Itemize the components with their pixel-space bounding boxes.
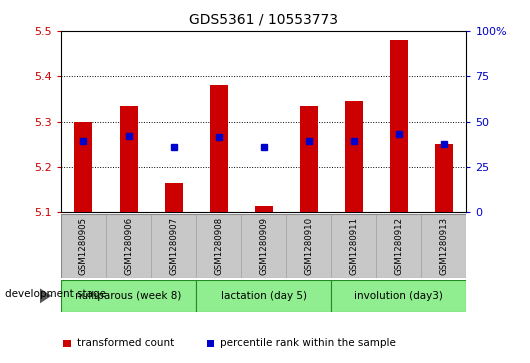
Polygon shape xyxy=(40,288,51,303)
Bar xyxy=(61,214,106,278)
Bar xyxy=(300,106,318,212)
Bar xyxy=(254,205,272,212)
Text: GSM1280910: GSM1280910 xyxy=(304,217,313,275)
Text: involution (day3): involution (day3) xyxy=(355,291,443,301)
Text: lactation (day 5): lactation (day 5) xyxy=(220,291,307,301)
Bar xyxy=(241,214,286,278)
Bar xyxy=(164,183,182,212)
Bar xyxy=(196,280,331,312)
Text: GSM1280912: GSM1280912 xyxy=(394,217,403,275)
Text: GSM1280905: GSM1280905 xyxy=(79,217,88,275)
Text: development stage: development stage xyxy=(5,289,107,299)
Text: percentile rank within the sample: percentile rank within the sample xyxy=(220,338,396,348)
Bar xyxy=(207,339,214,347)
Bar xyxy=(344,101,363,212)
Bar xyxy=(331,214,376,278)
Bar xyxy=(151,214,196,278)
Text: GSM1280911: GSM1280911 xyxy=(349,217,358,275)
Bar xyxy=(286,214,331,278)
Bar xyxy=(196,214,241,278)
Bar xyxy=(421,214,466,278)
Bar xyxy=(64,339,71,347)
Bar xyxy=(61,280,196,312)
Text: GSM1280908: GSM1280908 xyxy=(214,217,223,275)
Text: GSM1280913: GSM1280913 xyxy=(439,217,448,275)
Text: GSM1280907: GSM1280907 xyxy=(169,217,178,275)
Bar xyxy=(106,214,151,278)
Text: GSM1280906: GSM1280906 xyxy=(124,217,133,275)
Bar xyxy=(331,280,466,312)
Text: nulliparous (week 8): nulliparous (week 8) xyxy=(75,291,182,301)
Bar xyxy=(119,106,138,212)
Text: transformed count: transformed count xyxy=(77,338,174,348)
Bar xyxy=(376,214,421,278)
Title: GDS5361 / 10553773: GDS5361 / 10553773 xyxy=(189,13,338,27)
Text: GSM1280909: GSM1280909 xyxy=(259,217,268,275)
Bar xyxy=(435,144,453,212)
Bar xyxy=(390,40,408,212)
Bar xyxy=(209,85,228,212)
Bar xyxy=(74,122,92,212)
